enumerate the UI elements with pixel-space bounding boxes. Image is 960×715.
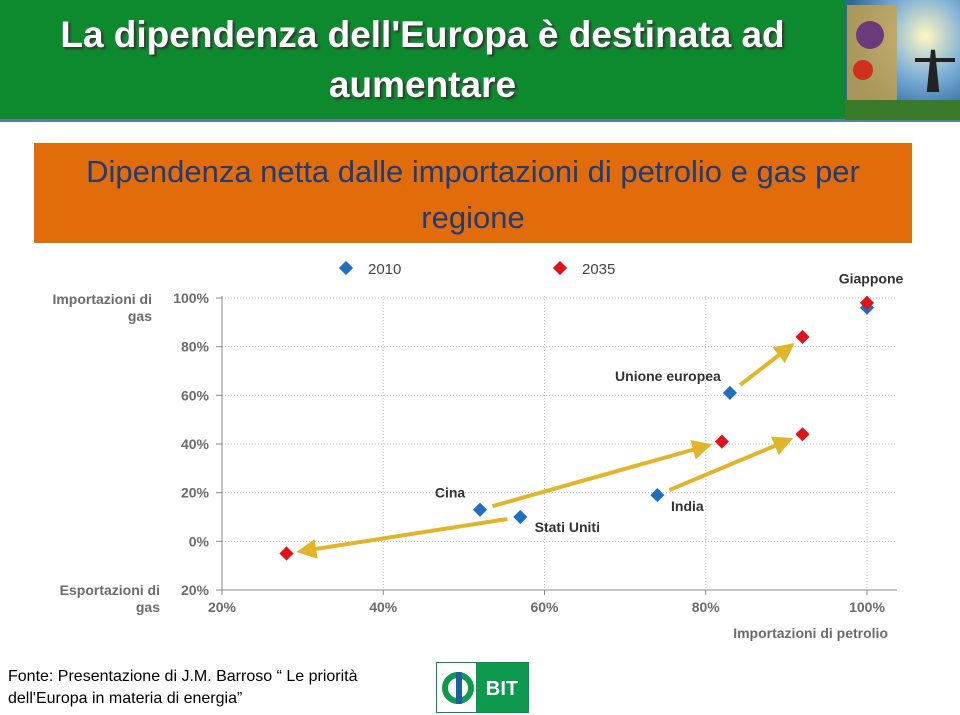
data-point xyxy=(722,385,738,400)
data-point xyxy=(795,329,810,345)
x-tick-label: 20% xyxy=(208,599,237,615)
x-tick-label: 40% xyxy=(369,599,398,615)
legend-label: 2035 xyxy=(582,261,615,278)
point-label: Giappone xyxy=(839,271,904,287)
title-bar xyxy=(0,0,960,122)
x-axis-label: Importazioni di petrolio xyxy=(733,625,888,641)
y-tick-label: 40% xyxy=(181,436,210,452)
y-tick-label: 60% xyxy=(181,387,210,403)
x-tick-label: 80% xyxy=(692,599,721,615)
y-tick-label: 100% xyxy=(173,290,209,306)
point-label: India xyxy=(671,498,704,514)
arrow xyxy=(739,343,795,387)
data-point xyxy=(513,509,528,525)
legend-marker xyxy=(338,260,354,276)
data-point xyxy=(795,427,810,442)
arrow xyxy=(668,436,794,492)
logo-text: BIT xyxy=(486,678,518,700)
y-axis-label-top: Importazioni di gas xyxy=(52,291,152,324)
subtitle-banner: Dipendenza netta dalle importazioni di p… xyxy=(34,143,912,243)
arrow xyxy=(296,517,508,559)
data-point xyxy=(472,502,488,517)
x-tick-label: 100% xyxy=(849,599,885,615)
y-tick-label: 80% xyxy=(181,339,210,355)
x-tick-label: 60% xyxy=(530,599,559,615)
source-note: Fonte: Presentazione di J.M. Barroso “ L… xyxy=(8,668,358,707)
data-point xyxy=(650,488,665,503)
point-label: Cina xyxy=(435,485,466,501)
legend-label: 2010 xyxy=(368,261,401,278)
y-tick-label: 20% xyxy=(181,582,210,598)
chart: 20% 0% 20% 40% 60% 80% 100% 20% 40% 60% 80% 100% 201… xyxy=(173,260,904,615)
data-point xyxy=(714,434,729,449)
logo: BIT xyxy=(436,662,529,713)
y-axis-label-bottom: Esportazioni di gas xyxy=(59,582,160,615)
header-image xyxy=(845,0,960,120)
data-point xyxy=(279,546,294,561)
legend-marker xyxy=(552,260,568,276)
y-tick-label: 0% xyxy=(189,533,210,549)
arrow xyxy=(491,440,713,509)
y-tick-label: 20% xyxy=(181,485,210,501)
point-label: Stati Uniti xyxy=(535,519,600,535)
slide-title: La dipendenza dell'Europa è destinata ad… xyxy=(60,14,785,105)
point-label: Unione europea xyxy=(615,368,721,384)
